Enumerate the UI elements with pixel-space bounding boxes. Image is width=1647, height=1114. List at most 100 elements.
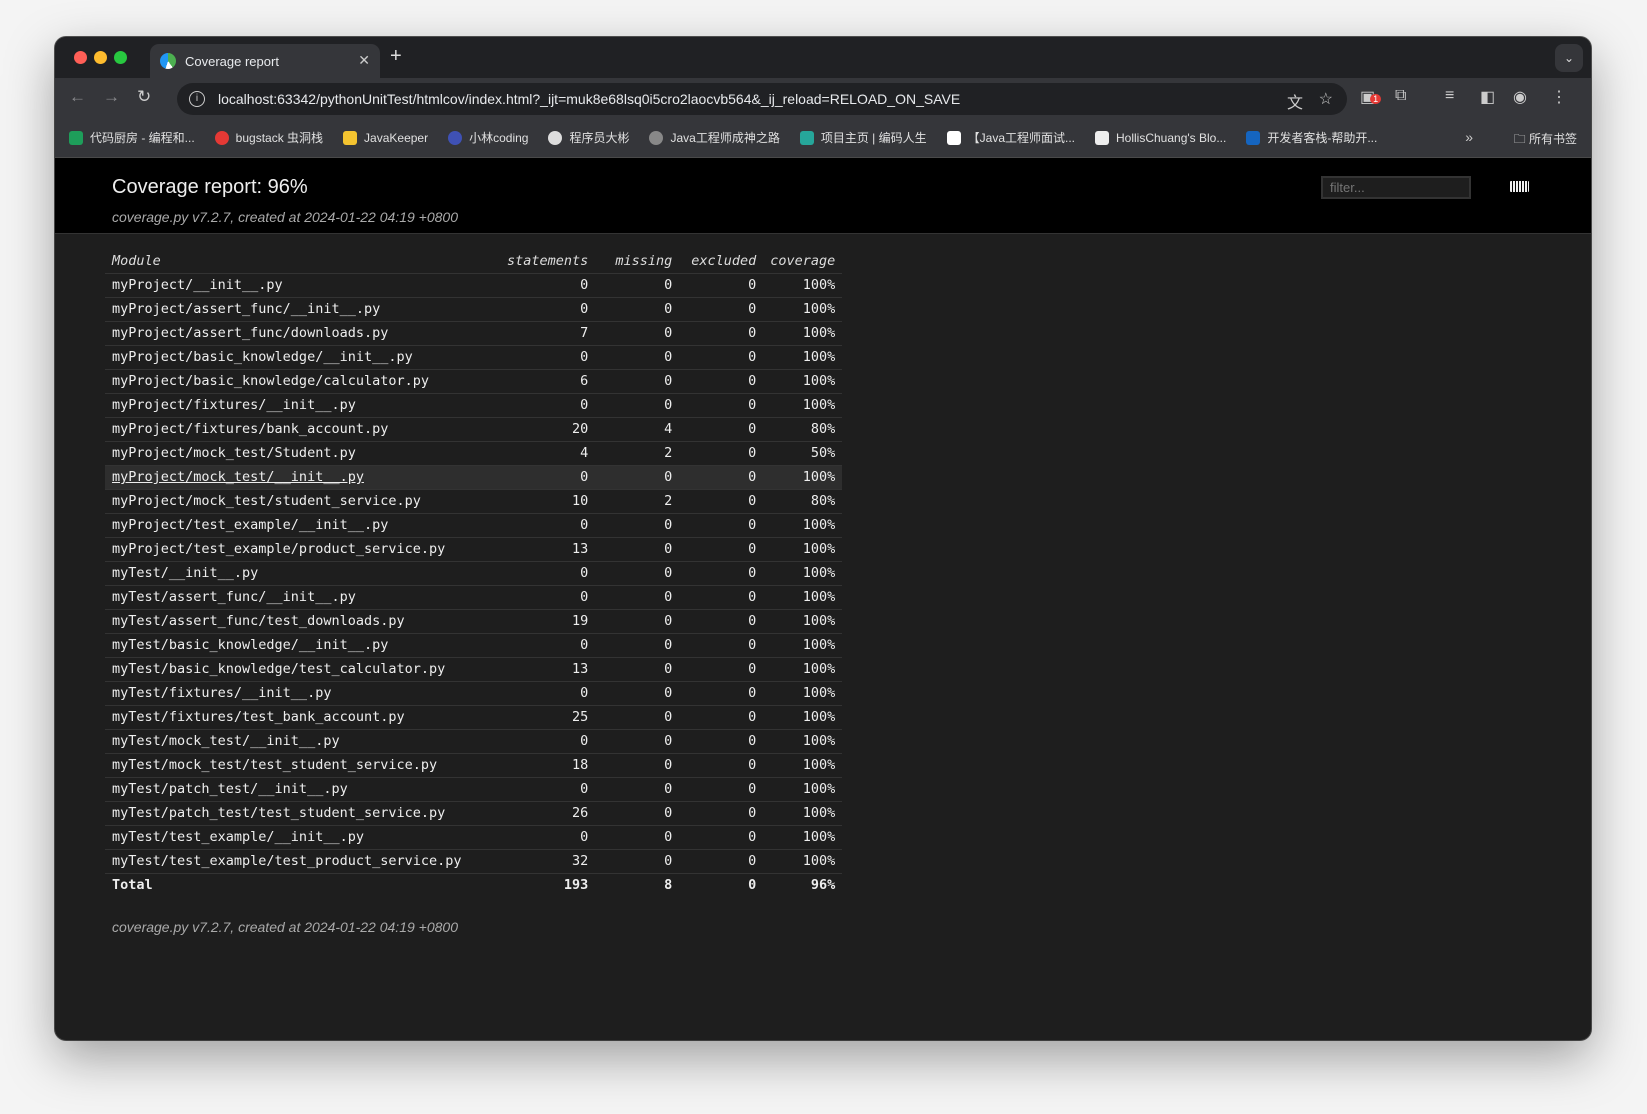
- report-header: Coverage report: 96% coverage.py v7.2.7,…: [55, 158, 1591, 234]
- reload-icon[interactable]: ↻: [137, 87, 152, 106]
- module-link[interactable]: myTest/test_example/__init__.py: [105, 825, 500, 850]
- cell-coverage: 100%: [763, 729, 843, 754]
- close-tab-icon[interactable]: ✕: [358, 52, 370, 68]
- module-link[interactable]: myTest/__init__.py: [105, 561, 500, 586]
- keyboard-shortcuts-icon[interactable]: [1510, 181, 1529, 192]
- zoom-window-button[interactable]: [114, 51, 127, 64]
- module-link[interactable]: myProject/mock_test/student_service.py: [105, 489, 500, 514]
- cell-missing: 0: [595, 849, 680, 874]
- bookmark-item[interactable]: 程序员大彬: [548, 129, 629, 146]
- tab-coverage-report[interactable]: Coverage report ✕: [150, 44, 380, 78]
- bookmark-item[interactable]: HollisChuang's Blo...: [1095, 130, 1226, 145]
- bookmark-item[interactable]: JavaKeeper: [343, 130, 428, 145]
- cell-statements: 0: [500, 465, 596, 490]
- bookmark-item[interactable]: Java工程师成神之路: [649, 129, 780, 146]
- module-link[interactable]: myProject/basic_knowledge/__init__.py: [105, 345, 500, 370]
- bookmark-favicon-icon: [799, 130, 814, 145]
- table-row: myTest/__init__.py 0 0 0 100%: [105, 561, 843, 586]
- translate-icon[interactable]: 文: [1286, 95, 1303, 112]
- media-control-icon[interactable]: ≡: [1445, 87, 1455, 104]
- module-link[interactable]: myTest/fixtures/__init__.py: [105, 681, 500, 706]
- cell-missing: 0: [595, 705, 680, 730]
- module-link[interactable]: myProject/basic_knowledge/calculator.py: [105, 369, 500, 394]
- bookmark-favicon-icon: [1095, 130, 1109, 145]
- more-menu-icon[interactable]: ⋮: [1551, 89, 1567, 106]
- profile-avatar-icon[interactable]: ◉: [1513, 89, 1527, 106]
- module-link[interactable]: myTest/assert_func/__init__.py: [105, 585, 500, 610]
- bookmark-item[interactable]: 代码厨房 - 编程和...: [69, 129, 195, 146]
- cell-coverage: 100%: [763, 537, 843, 562]
- cell-excluded: 0: [679, 753, 764, 778]
- all-bookmarks-folder[interactable]: 🗀 所有书签: [1513, 132, 1577, 146]
- module-link[interactable]: myProject/test_example/product_service.p…: [105, 537, 500, 562]
- cell-missing: 0: [595, 393, 680, 418]
- module-link[interactable]: myTest/patch_test/__init__.py: [105, 777, 500, 802]
- module-link[interactable]: myProject/fixtures/__init__.py: [105, 393, 500, 418]
- module-link[interactable]: myProject/test_example/__init__.py: [105, 513, 500, 538]
- forward-icon[interactable]: →: [103, 87, 120, 106]
- cell-missing: 0: [595, 609, 680, 634]
- cell-missing: 0: [595, 729, 680, 754]
- cell-statements: 13: [500, 657, 596, 682]
- bookmark-item[interactable]: 开发者客栈-帮助开...: [1246, 129, 1377, 146]
- cell-statements: 0: [500, 561, 596, 586]
- bookmark-star-icon[interactable]: ☆: [1318, 91, 1333, 108]
- filter-input[interactable]: [1321, 176, 1471, 199]
- cell-excluded: 0: [679, 705, 764, 730]
- cell-statements: 19: [500, 609, 596, 634]
- module-link[interactable]: myProject/mock_test/Student.py: [105, 441, 500, 466]
- cell-statements: 193: [563, 877, 589, 894]
- cell-coverage: 100%: [763, 609, 843, 634]
- module-link[interactable]: myTest/patch_test/test_student_service.p…: [105, 801, 500, 826]
- table-row: myTest/test_example/__init__.py 0 0 0 100%: [105, 825, 843, 850]
- bookmark-item[interactable]: 项目主页 | 编码人生: [799, 129, 927, 146]
- site-info-icon[interactable]: i: [189, 91, 205, 107]
- cell-statements: 0: [500, 681, 596, 706]
- more-bookmarks-icon[interactable]: »: [1465, 129, 1473, 145]
- column-header-statements[interactable]: statements: [500, 249, 596, 274]
- column-header-coverage[interactable]: coverage: [763, 249, 843, 274]
- back-icon[interactable]: ←: [69, 87, 86, 106]
- module-link[interactable]: myProject/assert_func/downloads.py: [105, 321, 500, 346]
- cell-statements: 0: [500, 273, 596, 298]
- module-link[interactable]: myTest/basic_knowledge/__init__.py: [105, 633, 500, 658]
- bookmark-item[interactable]: 小林coding: [448, 129, 528, 146]
- cell-statements: 32: [500, 849, 596, 874]
- column-header-missing[interactable]: missing: [595, 249, 680, 274]
- cell-excluded: 0: [679, 537, 764, 562]
- cell-statements: 0: [500, 729, 596, 754]
- cell-missing: 0: [595, 561, 680, 586]
- module-link[interactable]: myTest/test_example/test_product_service…: [105, 849, 500, 874]
- cell-statements: 0: [500, 297, 596, 322]
- cell-excluded: 0: [679, 657, 764, 682]
- cell-coverage: 100%: [763, 561, 843, 586]
- module-link[interactable]: myTest/fixtures/test_bank_account.py: [105, 705, 500, 730]
- module-link[interactable]: myTest/mock_test/test_student_service.py: [105, 753, 500, 778]
- address-bar[interactable]: i localhost:63342/pythonUnitTest/htmlcov…: [177, 83, 1347, 115]
- cell-excluded: 0: [679, 729, 764, 754]
- new-tab-button[interactable]: +: [390, 45, 402, 67]
- minimize-window-button[interactable]: [94, 51, 107, 64]
- side-panel-icon[interactable]: ◧: [1480, 89, 1496, 106]
- column-header-module[interactable]: Module: [105, 249, 500, 274]
- table-row: myTest/patch_test/test_student_service.p…: [105, 801, 843, 826]
- module-link[interactable]: myTest/basic_knowledge/test_calculator.p…: [105, 657, 500, 682]
- extensions-puzzle-icon[interactable]: ⧉: [1395, 87, 1407, 104]
- module-link[interactable]: myProject/assert_func/__init__.py: [105, 297, 500, 322]
- module-link[interactable]: myProject/__init__.py: [105, 273, 500, 298]
- extension-icon[interactable]: ▣1: [1360, 87, 1382, 107]
- bookmark-item[interactable]: bugstack 虫洞栈: [214, 129, 323, 146]
- column-header-excluded[interactable]: excluded: [679, 249, 764, 274]
- module-link[interactable]: myProject/fixtures/bank_account.py: [105, 417, 500, 442]
- module-link[interactable]: myTest/mock_test/__init__.py: [105, 729, 500, 754]
- module-link[interactable]: myTest/assert_func/test_downloads.py: [105, 609, 500, 634]
- close-window-button[interactable]: [74, 51, 87, 64]
- tab-search-button[interactable]: ⌄: [1555, 44, 1583, 72]
- table-row: myTest/assert_func/test_downloads.py 19 0 0…: [105, 609, 843, 634]
- bookmark-item[interactable]: 【Java工程师面试...: [946, 129, 1075, 146]
- module-link[interactable]: myProject/mock_test/__init__.py: [105, 465, 500, 490]
- cell-excluded: 0: [679, 321, 764, 346]
- cell-missing: 4: [595, 417, 680, 442]
- table-row: myTest/basic_knowledge/test_calculator.p…: [105, 657, 843, 682]
- cell-statements: 0: [500, 585, 596, 610]
